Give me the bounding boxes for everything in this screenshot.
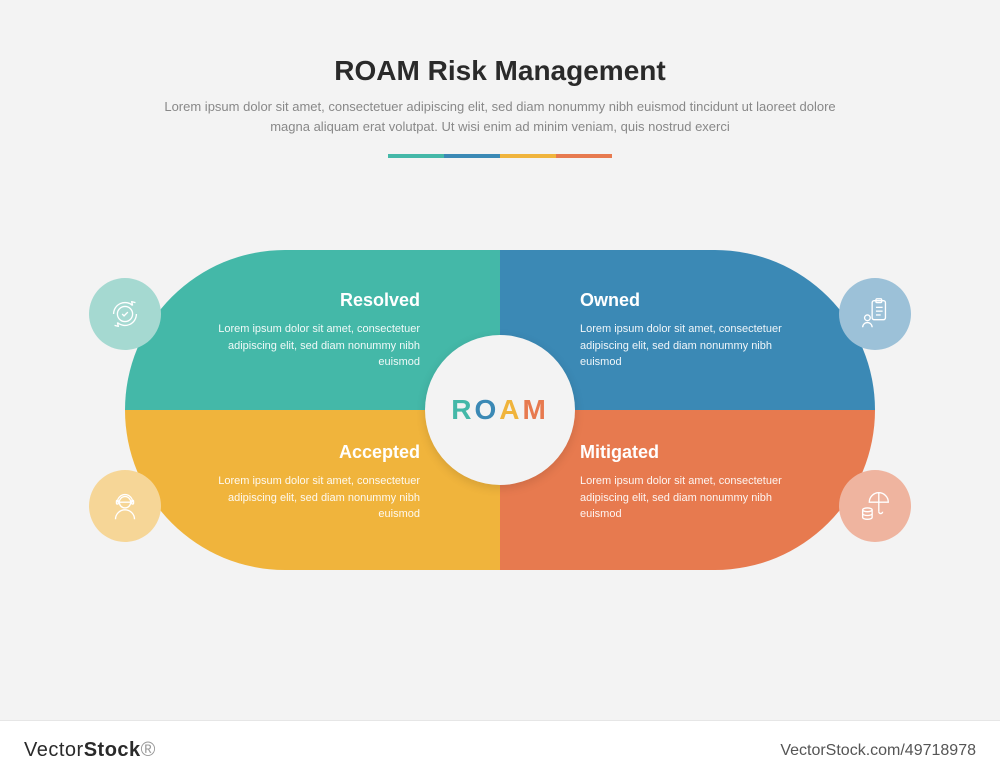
logo-light: Vector bbox=[24, 739, 84, 761]
letter-a: A bbox=[499, 394, 522, 426]
letter-r: R bbox=[451, 394, 474, 426]
clipboard-person-icon bbox=[839, 278, 911, 350]
vectorstock-logo: VectorStock® bbox=[24, 739, 156, 762]
quad-title: Owned bbox=[580, 290, 810, 311]
refresh-check-icon bbox=[89, 278, 161, 350]
logo-bold: Stock bbox=[84, 739, 141, 761]
page-title: ROAM Risk Management bbox=[0, 55, 1000, 87]
header-divider bbox=[0, 154, 1000, 158]
letter-o: O bbox=[474, 394, 499, 426]
footer: VectorStock® VectorStock.com/49718978 bbox=[0, 720, 1000, 780]
person-headset-icon bbox=[89, 470, 161, 542]
page-subtitle: Lorem ipsum dolor sit amet, consectetuer… bbox=[150, 97, 850, 136]
logo-light: Vector bbox=[780, 742, 825, 759]
quad-body: Lorem ipsum dolor sit amet, consectetuer… bbox=[580, 473, 810, 523]
quad-title: Resolved bbox=[190, 290, 420, 311]
stock-id: VectorStock.com/49718978 bbox=[780, 742, 976, 760]
letter-m: M bbox=[522, 394, 548, 426]
quad-title: Mitigated bbox=[580, 442, 810, 463]
umbrella-coins-icon bbox=[839, 470, 911, 542]
divider-seg bbox=[444, 154, 500, 158]
center-circle: R O A M bbox=[425, 335, 575, 485]
divider-seg bbox=[500, 154, 556, 158]
logo-bold: Stock bbox=[826, 742, 866, 759]
quad-body: Lorem ipsum dolor sit amet, consectetuer… bbox=[190, 473, 420, 523]
quad-body: Lorem ipsum dolor sit amet, consectetuer… bbox=[580, 321, 810, 371]
divider-seg bbox=[388, 154, 444, 158]
roam-diagram: Resolved Lorem ipsum dolor sit amet, con… bbox=[125, 250, 875, 570]
divider-seg bbox=[556, 154, 612, 158]
center-letters: R O A M bbox=[451, 394, 549, 426]
quad-title: Accepted bbox=[190, 442, 420, 463]
quad-body: Lorem ipsum dolor sit amet, consectetuer… bbox=[190, 321, 420, 371]
